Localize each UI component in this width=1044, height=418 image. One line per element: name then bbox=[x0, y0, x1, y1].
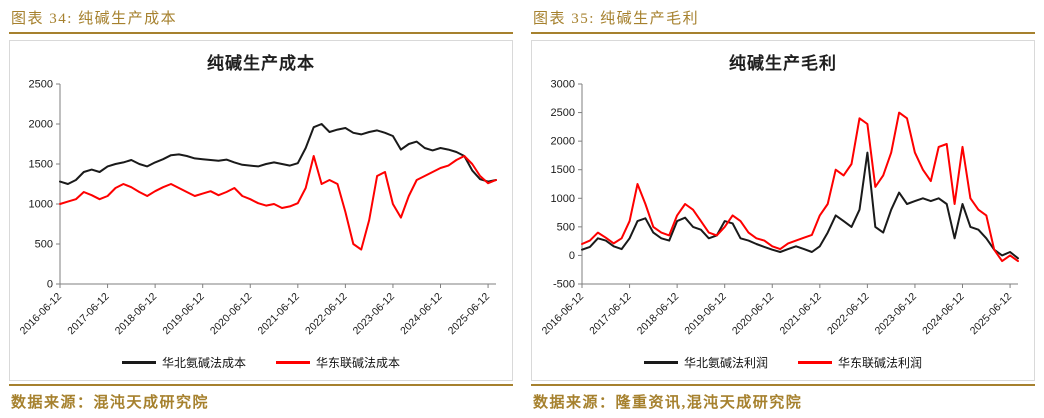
svg-text:2020-06-12: 2020-06-12 bbox=[730, 291, 777, 338]
figure-34-caption: 图表 34: 纯碱生产成本 bbox=[11, 11, 178, 27]
black-line-swatch bbox=[643, 361, 678, 364]
svg-text:0: 0 bbox=[47, 279, 53, 291]
svg-text:2019-06-12: 2019-06-12 bbox=[682, 291, 729, 338]
svg-text:2000: 2000 bbox=[551, 136, 575, 148]
cost-chart-plot: 0 500 1000 1500 2000 2500 2016-06-12 2017-06-12… bbox=[18, 79, 497, 338]
svg-text:2024-06-12: 2024-06-12 bbox=[920, 291, 967, 338]
svg-text:2022-06-12: 2022-06-12 bbox=[825, 291, 872, 338]
legend-label: 华北氨碱法利润 bbox=[683, 356, 768, 370]
gold-divider-top-right bbox=[531, 32, 1035, 34]
svg-text:2019-06-12: 2019-06-12 bbox=[160, 291, 207, 338]
legend-item-north-cost: 华北氨碱法成本 bbox=[121, 354, 246, 371]
svg-text:0: 0 bbox=[569, 250, 575, 262]
cost-chart-legend: 华北氨碱法成本 华东联碱法成本 bbox=[10, 354, 512, 380]
cost-chart-panel: 纯碱生产成本 0 500 1000 1500 2000 2500 2016-06-12 201… bbox=[9, 40, 513, 381]
source-note-left: 数据来源：混沌天成研究院 bbox=[11, 395, 210, 411]
legend-label: 华东联碱法利润 bbox=[838, 356, 923, 370]
svg-text:1500: 1500 bbox=[551, 164, 575, 176]
svg-text:2000: 2000 bbox=[29, 119, 53, 131]
svg-text:2500: 2500 bbox=[29, 79, 53, 91]
svg-text:2022-06-12: 2022-06-12 bbox=[303, 291, 350, 338]
profit-chart-panel: 纯碱生产毛利 -500 0 500 1000 1500 2000 2500 3000 2016-… bbox=[531, 40, 1035, 381]
gold-divider-top-left bbox=[9, 32, 513, 34]
svg-text:2017-06-12: 2017-06-12 bbox=[65, 291, 112, 338]
legend-item-east-profit: 华东联碱法利润 bbox=[798, 354, 922, 371]
source-note-right: 数据来源：隆重资讯,混沌天成研究院 bbox=[533, 395, 803, 411]
red-line-swatch bbox=[798, 361, 832, 364]
cost-chart-title: 纯碱生产成本 bbox=[207, 54, 315, 73]
svg-text:2025-06-12: 2025-06-12 bbox=[968, 291, 1015, 338]
figure-34-column: 图表 34: 纯碱生产成本 纯碱生产成本 0 500 1000 1500 2000 250… bbox=[9, 11, 513, 411]
svg-text:2025-06-12: 2025-06-12 bbox=[446, 291, 493, 338]
profit-chart-legend: 华北氨碱法利润 华东联碱法利润 bbox=[532, 354, 1034, 380]
legend-label: 华东联碱法成本 bbox=[316, 356, 401, 370]
svg-text:500: 500 bbox=[557, 221, 575, 233]
black-line-swatch bbox=[121, 361, 156, 364]
figure-35-column: 图表 35: 纯碱生产毛利 纯碱生产毛利 -500 0 500 1000 1500 200… bbox=[522, 0, 1044, 418]
svg-text:2023-06-12: 2023-06-12 bbox=[873, 291, 920, 338]
profit-chart-title: 纯碱生产毛利 bbox=[729, 54, 837, 73]
svg-text:-500: -500 bbox=[553, 279, 575, 291]
svg-text:2018-06-12: 2018-06-12 bbox=[113, 291, 160, 338]
svg-text:1000: 1000 bbox=[551, 193, 575, 205]
svg-text:3000: 3000 bbox=[551, 79, 575, 91]
legend-label: 华北氨碱法成本 bbox=[161, 356, 246, 370]
svg-text:500: 500 bbox=[35, 239, 53, 251]
legend-item-east-cost: 华东联碱法成本 bbox=[276, 354, 400, 371]
svg-text:2023-06-12: 2023-06-12 bbox=[351, 291, 398, 338]
legend-item-north-profit: 华北氨碱法利润 bbox=[643, 354, 768, 371]
svg-text:2018-06-12: 2018-06-12 bbox=[635, 291, 682, 338]
figure-35-caption: 图表 35: 纯碱生产毛利 bbox=[533, 11, 700, 27]
gold-divider-bottom-left bbox=[9, 384, 513, 386]
svg-text:2020-06-12: 2020-06-12 bbox=[208, 291, 255, 338]
svg-text:2017-06-12: 2017-06-12 bbox=[587, 291, 634, 338]
svg-text:2016-06-12: 2016-06-12 bbox=[18, 291, 65, 338]
svg-text:2021-06-12: 2021-06-12 bbox=[777, 291, 824, 338]
svg-text:1500: 1500 bbox=[29, 159, 53, 171]
red-line-swatch bbox=[276, 361, 310, 364]
svg-text:2021-06-12: 2021-06-12 bbox=[255, 291, 302, 338]
svg-text:1000: 1000 bbox=[29, 199, 53, 211]
gold-divider-bottom-right bbox=[531, 384, 1035, 386]
svg-text:2024-06-12: 2024-06-12 bbox=[398, 291, 445, 338]
svg-text:2016-06-12: 2016-06-12 bbox=[540, 291, 587, 338]
svg-text:2500: 2500 bbox=[551, 107, 575, 119]
